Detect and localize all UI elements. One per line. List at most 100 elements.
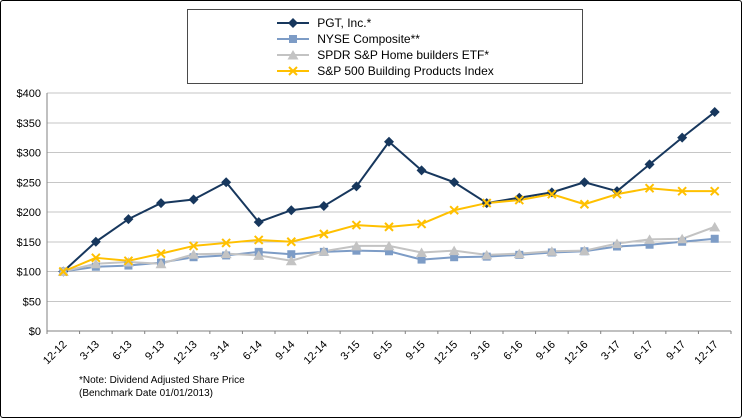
legend-sample-spdr-line-triangle-icon bbox=[277, 50, 310, 60]
x-tick-label: 3-15 bbox=[338, 339, 362, 363]
series-marker-diamond-icon bbox=[90, 236, 101, 247]
series-marker-triangle-icon bbox=[481, 249, 493, 260]
footnote-line2: (Benchmark Date 01/01/2013) bbox=[79, 387, 213, 399]
x-tick-label: 6-16 bbox=[501, 339, 525, 363]
series-marker-triangle-icon bbox=[578, 245, 590, 256]
legend-item-sp500bp: S&P 500 Building Products Index bbox=[276, 63, 494, 79]
series-marker-square-icon bbox=[287, 250, 296, 259]
series-marker-x-icon bbox=[288, 66, 298, 76]
y-tick-label: $50 bbox=[23, 296, 41, 308]
y-tick-label: $350 bbox=[17, 118, 41, 130]
x-tick-label: 6-13 bbox=[110, 339, 134, 363]
series-marker-diamond-icon bbox=[709, 107, 720, 118]
series-marker-x-icon bbox=[579, 199, 590, 209]
series-marker-x-icon bbox=[547, 189, 557, 199]
x-tick-label: 6-15 bbox=[371, 339, 395, 363]
series-marker-x-icon bbox=[156, 248, 166, 259]
series-marker-diamond-icon bbox=[288, 18, 299, 28]
series-marker-triangle-icon bbox=[220, 248, 232, 259]
x-tick-label: 12-17 bbox=[692, 339, 720, 367]
series-marker-diamond-icon bbox=[351, 181, 362, 192]
series-marker-diamond-icon bbox=[221, 177, 232, 188]
series-marker-diamond-icon bbox=[644, 159, 655, 170]
series-marker-diamond-icon bbox=[318, 201, 329, 212]
series-marker-diamond-icon bbox=[677, 132, 688, 143]
series-marker-x-icon bbox=[123, 256, 134, 266]
x-tick-label: 12-14 bbox=[302, 339, 330, 367]
series-marker-square-icon bbox=[417, 255, 426, 264]
series-marker-triangle-icon bbox=[709, 221, 721, 232]
legend-item-pgt: PGT, Inc.* bbox=[276, 15, 494, 31]
series-marker-diamond-icon bbox=[514, 192, 525, 203]
footnote: *Note: Dividend Adjusted Share Price (Be… bbox=[79, 375, 245, 400]
legend-sample-pgt-line-diamond-icon bbox=[277, 18, 310, 28]
series-marker-triangle-icon bbox=[513, 248, 525, 259]
series-marker-diamond-icon bbox=[416, 165, 427, 176]
series-marker-x-icon bbox=[319, 229, 329, 239]
legend-label-nyse: NYSE Composite** bbox=[317, 32, 420, 46]
y-tick-label: $400 bbox=[17, 88, 41, 100]
series-marker-square-icon bbox=[385, 247, 393, 256]
series-marker-triangle-icon bbox=[318, 246, 330, 256]
x-tick-label: 9-16 bbox=[534, 339, 558, 363]
series-marker-x-icon bbox=[221, 238, 231, 248]
series-marker-x-icon bbox=[677, 186, 687, 196]
series-marker-triangle-icon bbox=[676, 233, 688, 244]
series-marker-triangle-icon bbox=[90, 258, 102, 269]
series-marker-square-icon bbox=[710, 234, 719, 243]
series-marker-x-icon bbox=[188, 241, 199, 251]
series-marker-triangle-icon bbox=[188, 249, 200, 259]
x-tick-label: 3-13 bbox=[78, 339, 102, 363]
series-marker-diamond-icon bbox=[384, 136, 394, 147]
series-marker-triangle-icon bbox=[155, 258, 167, 269]
series-marker-x-icon bbox=[612, 189, 622, 199]
legend-label-sp500bp: S&P 500 Building Products Index bbox=[317, 64, 494, 78]
series-marker-x-icon bbox=[482, 198, 492, 208]
series-marker-diamond-icon bbox=[156, 198, 166, 209]
x-tick-label: 6-17 bbox=[632, 339, 656, 363]
series-marker-diamond-icon bbox=[546, 187, 557, 198]
x-tick-label: 12-12 bbox=[41, 339, 69, 367]
series-marker-square-icon bbox=[352, 246, 361, 255]
series-marker-x-icon bbox=[384, 222, 394, 232]
series-marker-x-icon bbox=[710, 186, 720, 196]
series-marker-square-icon bbox=[450, 253, 459, 262]
y-tick-label: $300 bbox=[17, 148, 41, 160]
series-marker-diamond-icon bbox=[449, 177, 460, 188]
legend-label-pgt: PGT, Inc.* bbox=[317, 16, 372, 30]
y-tick-label: $250 bbox=[17, 177, 41, 189]
x-tick-label: 12-13 bbox=[171, 339, 199, 367]
y-tick-label: $200 bbox=[17, 207, 41, 219]
series-marker-x-icon bbox=[514, 195, 524, 205]
series-marker-diamond-icon bbox=[579, 177, 590, 188]
x-tick-label: 12-15 bbox=[432, 339, 460, 367]
series-marker-x-icon bbox=[254, 235, 264, 245]
series-marker-square-icon bbox=[645, 240, 654, 249]
x-tick-label: 9-14 bbox=[273, 339, 297, 363]
series-marker-triangle-icon bbox=[287, 50, 299, 60]
series-marker-x-icon bbox=[644, 183, 655, 193]
series-marker-diamond-icon bbox=[253, 217, 264, 228]
series-marker-x-icon bbox=[286, 237, 296, 247]
series-marker-x-icon bbox=[58, 266, 68, 277]
x-tick-label: 3-16 bbox=[469, 339, 493, 363]
x-tick-label: 9-13 bbox=[143, 339, 167, 363]
legend-inner: PGT, Inc.* NYSE Composite** SPDR S&P Hom… bbox=[276, 15, 494, 79]
x-tick-label: 6-14 bbox=[241, 339, 265, 363]
series-marker-triangle-icon bbox=[546, 246, 558, 256]
series-marker-x-icon bbox=[351, 220, 362, 230]
legend-sample-nyse-line-square-icon bbox=[277, 35, 310, 43]
series-marker-x-icon bbox=[416, 219, 427, 229]
legend-label-spdr: SPDR S&P Home builders ETF* bbox=[317, 48, 490, 62]
series-marker-diamond-icon bbox=[123, 214, 134, 225]
y-tick-label: $100 bbox=[17, 267, 41, 279]
x-tick-label: 9-15 bbox=[404, 339, 428, 363]
legend-item-spdr: SPDR S&P Home builders ETF* bbox=[276, 47, 494, 63]
series-marker-triangle-icon bbox=[416, 247, 428, 257]
series-marker-diamond-icon bbox=[612, 186, 622, 197]
series-marker-triangle-icon bbox=[253, 250, 265, 260]
series-marker-triangle-icon bbox=[644, 234, 656, 244]
x-tick-label: 3-17 bbox=[599, 339, 623, 363]
series-marker-diamond-icon bbox=[188, 194, 199, 205]
